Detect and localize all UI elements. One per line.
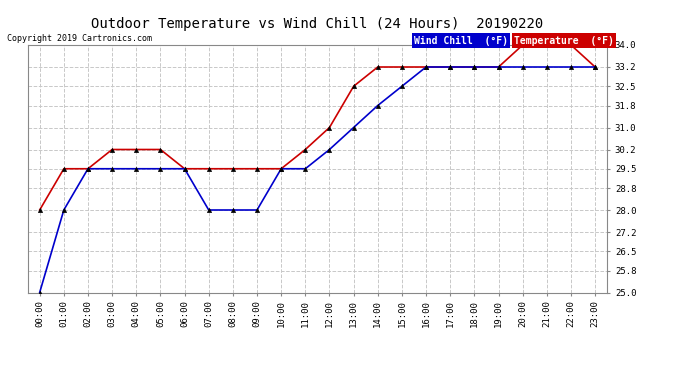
Text: Temperature  (°F): Temperature (°F) xyxy=(514,36,614,46)
Text: Copyright 2019 Cartronics.com: Copyright 2019 Cartronics.com xyxy=(7,34,152,43)
Text: Wind Chill  (°F): Wind Chill (°F) xyxy=(414,36,508,46)
Text: Outdoor Temperature vs Wind Chill (24 Hours)  20190220: Outdoor Temperature vs Wind Chill (24 Ho… xyxy=(91,17,544,31)
